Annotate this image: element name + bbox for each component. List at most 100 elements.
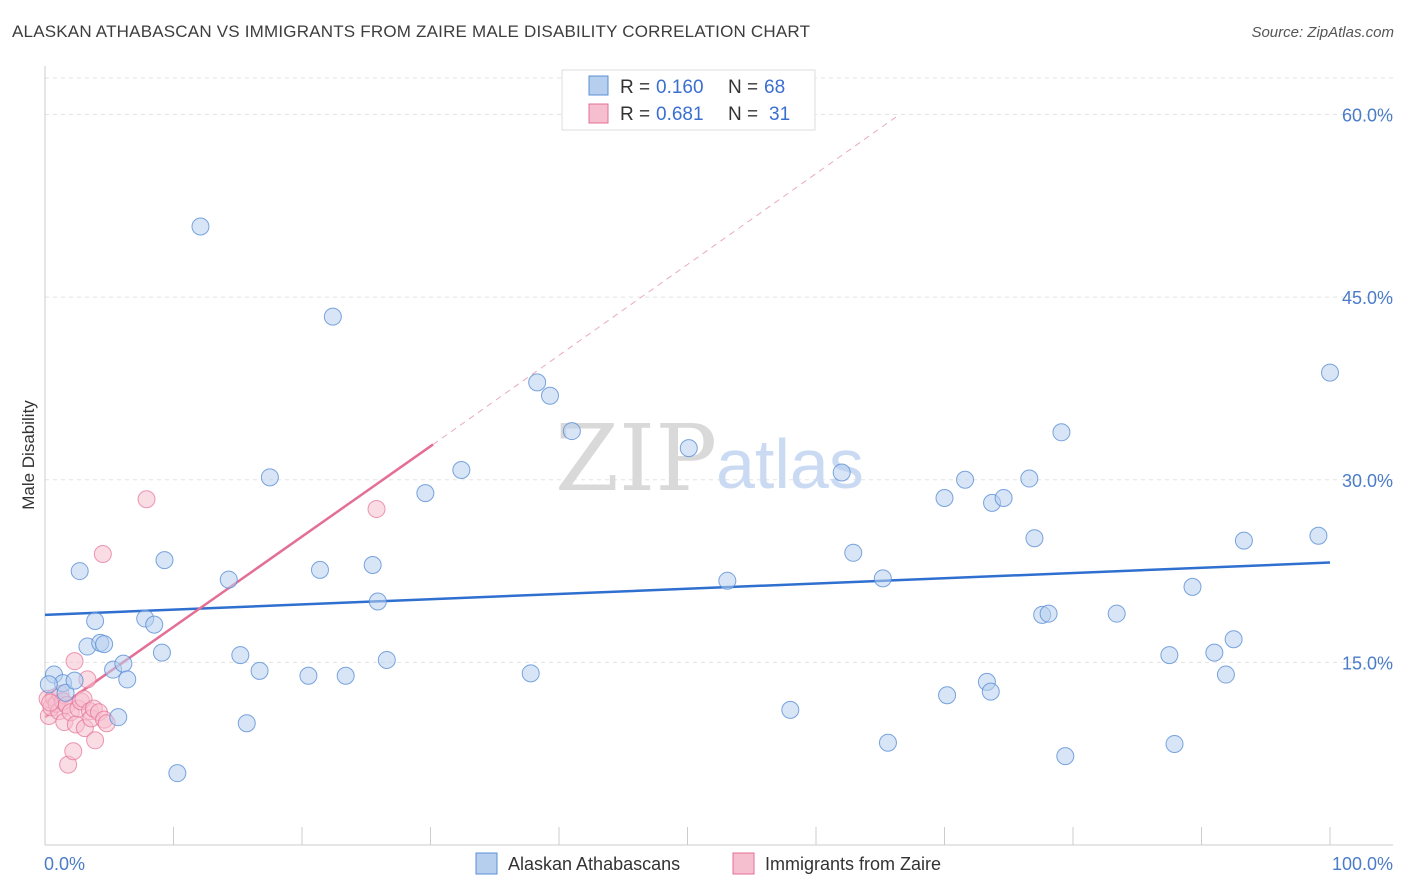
trend-line-zaire-extrapolated	[432, 114, 900, 445]
bottom-legend-label-athabascan: Alaskan Athabascans	[508, 854, 680, 874]
data-point-zaire	[65, 652, 84, 671]
correlation-legend: R = 0.160 N = 68 R = 0.681 N = 31	[561, 69, 816, 131]
data-point-athabascan	[1165, 734, 1184, 753]
data-point-athabascan	[521, 664, 540, 683]
y-tick-labels: 15.0% 30.0% 45.0% 60.0%	[1342, 106, 1393, 674]
data-point-athabascan	[231, 646, 250, 665]
data-point-athabascan	[237, 714, 256, 733]
data-point-athabascan	[562, 422, 581, 441]
y-tick-label: 60.0%	[1342, 106, 1393, 126]
data-point-athabascan	[299, 666, 318, 685]
data-point-athabascan	[1224, 630, 1243, 649]
legend-swatch-blue	[588, 75, 609, 96]
data-point-athabascan	[781, 700, 800, 719]
data-point-athabascan	[39, 675, 58, 694]
data-point-athabascan	[219, 570, 238, 589]
bottom-legend-swatch-blue	[475, 852, 498, 875]
legend-n-value-blue: 68	[764, 77, 785, 98]
data-point-athabascan	[168, 764, 187, 783]
data-point-athabascan	[981, 682, 1000, 701]
legend-n-value-pink: 31	[769, 104, 790, 125]
data-point-athabascan	[452, 461, 471, 480]
data-point-zaire	[41, 693, 60, 712]
legend-r-value-blue: 0.160	[656, 77, 704, 98]
data-point-athabascan	[145, 615, 164, 634]
data-point-athabascan	[832, 463, 851, 482]
data-point-athabascan	[1321, 363, 1339, 382]
watermark-zip: ZIP	[555, 405, 717, 512]
data-point-athabascan	[155, 551, 174, 570]
data-point-athabascan	[1160, 646, 1179, 665]
data-point-athabascan	[718, 571, 737, 590]
data-point-athabascan	[873, 569, 892, 588]
data-point-athabascan	[56, 683, 75, 702]
x-tick-label-max: 100.0%	[1332, 854, 1393, 874]
chart-title: ALASKAN ATHABASCAN VS IMMIGRANTS FROM ZA…	[12, 22, 811, 41]
data-point-athabascan	[95, 635, 114, 654]
data-point-zaire	[64, 742, 83, 761]
bottom-legend-label-zaire: Immigrants from Zaire	[765, 854, 941, 874]
data-point-athabascan	[377, 650, 396, 669]
legend-r-label-blue: R =	[620, 77, 650, 98]
data-point-athabascan	[1025, 529, 1044, 548]
data-point-athabascan	[1205, 643, 1224, 662]
data-point-athabascan	[1183, 577, 1202, 596]
data-point-athabascan	[1056, 747, 1075, 766]
data-point-zaire	[86, 731, 105, 750]
bottom-legend-swatch-pink	[732, 852, 755, 875]
data-point-athabascan	[679, 439, 698, 458]
data-point-athabascan	[152, 643, 171, 662]
data-point-athabascan	[363, 555, 382, 574]
y-tick-label: 45.0%	[1342, 288, 1393, 308]
data-point-athabascan	[323, 307, 342, 326]
data-point-athabascan	[1216, 665, 1235, 684]
data-point-zaire	[93, 545, 112, 564]
data-point-zaire	[137, 490, 156, 509]
y-tick-label: 15.0%	[1342, 653, 1393, 673]
data-point-athabascan	[1052, 423, 1071, 442]
data-point-athabascan	[1309, 526, 1328, 545]
data-point-athabascan	[109, 708, 128, 727]
data-point-athabascan	[336, 666, 355, 685]
data-point-athabascan	[65, 671, 84, 690]
data-point-athabascan	[541, 386, 560, 405]
data-point-athabascan	[70, 562, 89, 581]
x-tick-labels: 0.0% 100.0%	[44, 854, 1393, 874]
data-point-athabascan	[1107, 604, 1126, 623]
data-point-athabascan	[956, 470, 975, 489]
data-point-athabascan	[528, 373, 547, 392]
source-credit: Source: ZipAtlas.com	[1251, 24, 1394, 41]
legend-n-label-pink: N =	[728, 104, 758, 125]
data-point-athabascan	[260, 468, 279, 487]
data-point-zaire	[367, 499, 386, 518]
data-point-athabascan	[938, 686, 957, 705]
data-point-athabascan	[1234, 531, 1253, 550]
data-point-athabascan	[1020, 469, 1039, 488]
series-legend: Alaskan Athabascans Immigrants from Zair…	[475, 852, 941, 875]
data-point-athabascan	[1039, 604, 1058, 623]
series-zaire-points	[38, 490, 386, 774]
y-axis-title: Male Disability	[19, 400, 38, 510]
data-point-athabascan	[878, 733, 897, 752]
data-point-athabascan	[114, 654, 133, 673]
trend-line-athabascan	[44, 561, 1331, 617]
data-point-athabascan	[994, 489, 1013, 508]
data-point-athabascan	[250, 661, 269, 680]
y-tick-label: 30.0%	[1342, 471, 1393, 491]
data-point-athabascan	[310, 560, 329, 579]
legend-n-label-blue: N =	[728, 77, 758, 98]
trend-line-zaire	[44, 443, 434, 719]
legend-r-label-pink: R =	[620, 104, 650, 125]
data-point-athabascan	[118, 670, 137, 689]
legend-r-value-pink: 0.681	[656, 104, 704, 125]
data-point-athabascan	[416, 484, 435, 503]
x-tick-label-min: 0.0%	[44, 854, 85, 874]
data-point-athabascan	[86, 611, 105, 630]
data-point-athabascan	[368, 592, 387, 611]
series-athabascan-points	[39, 217, 1339, 783]
data-point-athabascan	[935, 489, 954, 508]
data-point-athabascan	[844, 543, 863, 562]
data-point-athabascan	[191, 217, 210, 236]
legend-swatch-pink	[588, 103, 609, 124]
